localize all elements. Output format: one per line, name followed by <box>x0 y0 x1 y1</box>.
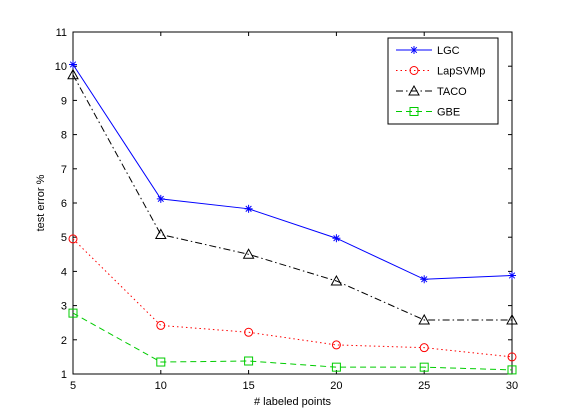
legend-label: GBE <box>437 107 460 119</box>
data-point <box>331 340 341 350</box>
legend-label: LGC <box>437 45 460 57</box>
data-point <box>418 313 431 325</box>
data-point <box>507 365 517 375</box>
y-tick-label: 8 <box>61 130 67 142</box>
data-point <box>420 275 429 284</box>
series-lapsvmp <box>68 234 517 362</box>
data-point <box>244 327 254 337</box>
legend-box <box>387 37 499 125</box>
x-tick-label: 5 <box>70 380 76 392</box>
data-point <box>67 68 79 80</box>
y-tick-label: 5 <box>61 232 67 244</box>
x-tick-label: 20 <box>330 380 342 392</box>
series-lgc <box>69 60 516 284</box>
legend-item: TACO <box>396 84 467 98</box>
series-line <box>72 74 512 321</box>
series-gbe <box>68 308 517 375</box>
x-tick-label: 30 <box>506 380 518 392</box>
data-point <box>330 274 343 286</box>
legend-label: TACO <box>437 86 467 98</box>
x-tick-label: 15 <box>242 380 254 392</box>
data-point <box>332 234 341 243</box>
legend-item: LapSVMp <box>396 66 485 78</box>
data-point <box>419 362 429 372</box>
y-tick-label: 3 <box>61 301 67 313</box>
y-tick-label: 9 <box>61 95 67 107</box>
x-tick-label: 25 <box>418 380 430 392</box>
data-point <box>507 352 517 362</box>
series-line <box>72 64 513 280</box>
data-point <box>68 308 78 318</box>
data-point <box>242 248 255 259</box>
y-tick-label: 4 <box>61 266 67 278</box>
data-point <box>156 194 165 203</box>
data-point <box>156 320 166 330</box>
data-point <box>244 356 254 366</box>
series-line <box>72 312 513 371</box>
legend: LGC LapSVMp TACO GBE <box>387 37 499 125</box>
legend-marker <box>408 84 420 96</box>
data-point <box>156 357 166 367</box>
data-point <box>419 343 429 353</box>
data-point <box>508 271 516 280</box>
data-point <box>154 228 167 239</box>
data-point <box>68 234 78 244</box>
y-tick-label: 7 <box>61 164 67 176</box>
legend-item: GBE <box>396 107 460 119</box>
y-tick-label: 11 <box>56 27 67 39</box>
y-axis-label: test error % <box>35 174 47 231</box>
legend-marker <box>410 46 418 54</box>
y-tick-label: 1 <box>61 369 67 381</box>
legend-item: LGC <box>396 45 460 57</box>
legend-marker <box>409 66 419 75</box>
y-tick-label: 6 <box>61 198 67 210</box>
x-tick-label: 10 <box>155 380 167 392</box>
x-axis-label: # labeled points <box>254 396 332 408</box>
y-tick-label: 2 <box>61 335 67 347</box>
data-point <box>69 60 77 69</box>
data-point <box>244 204 253 213</box>
legend-label: LapSVMp <box>437 66 485 78</box>
legend-marker <box>409 107 419 116</box>
y-tick-label: 10 <box>55 61 67 73</box>
data-point <box>331 362 341 372</box>
data-point <box>506 313 518 325</box>
series-taco <box>67 68 518 325</box>
